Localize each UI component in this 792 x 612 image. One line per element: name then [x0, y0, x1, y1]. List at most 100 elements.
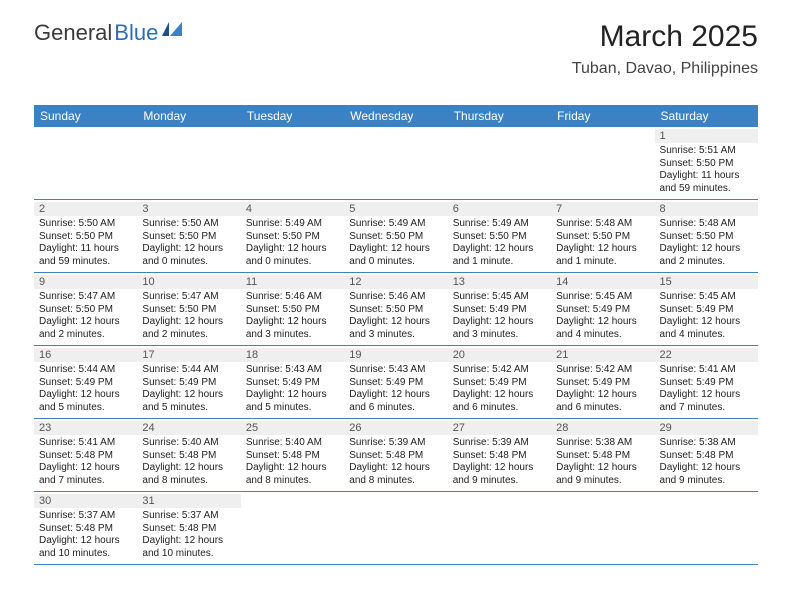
- calendar-cell: 3 Sunrise: 5:50 AMSunset: 5:50 PMDaylight…: [137, 200, 240, 272]
- day-info: Sunrise: 5:51 AMSunset: 5:50 PMDaylight:…: [660, 145, 753, 195]
- calendar-cell: 8Sunrise: 5:48 AMSunset: 5:50 PMDaylight…: [655, 200, 758, 272]
- calendar-cell: 25Sunrise: 5:40 AMSunset: 5:48 PMDayligh…: [241, 419, 344, 491]
- calendar-cell: 5 Sunrise: 5:49 AMSunset: 5:50 PMDaylight…: [344, 200, 447, 272]
- logo-text-blue: Blue: [114, 20, 158, 46]
- day-info: Sunrise: 5:37 AMSunset: 5:48 PMDaylight:…: [39, 510, 132, 560]
- calendar-cell: 15 Sunrise: 5:45 AMSunset: 5:49 PMDayligh…: [655, 273, 758, 345]
- day-info: Sunrise: 5:41 AMSunset: 5:49 PMDaylight:…: [660, 364, 753, 414]
- calendar-cell: 10 Sunrise: 5:47 AMSunset: 5:50 PMDayligh…: [137, 273, 240, 345]
- calendar-cell: 26Sunrise: 5:39 AMSunset: 5:48 PMDayligh…: [344, 419, 447, 491]
- day-number: 7: [551, 202, 654, 216]
- calendar-cell: [448, 492, 551, 564]
- weekday-header: Thursday: [448, 105, 551, 127]
- calendar-week: 2 Sunrise: 5:50 AMSunset: 5:50 PMDaylight…: [34, 200, 758, 273]
- calendar-week: 23Sunrise: 5:41 AMSunset: 5:48 PMDayligh…: [34, 419, 758, 492]
- day-info: Sunrise: 5:47 AMSunset: 5:50 PMDaylight:…: [39, 291, 132, 341]
- calendar-cell: 9 Sunrise: 5:47 AMSunset: 5:50 PMDaylight…: [34, 273, 137, 345]
- calendar-cell: 18Sunrise: 5:43 AMSunset: 5:49 PMDayligh…: [241, 346, 344, 418]
- calendar-cell: [551, 127, 654, 199]
- day-info: Sunrise: 5:49 AMSunset: 5:50 PMDaylight:…: [246, 218, 339, 268]
- day-info: Sunrise: 5:50 AMSunset: 5:50 PMDaylight:…: [39, 218, 132, 268]
- header: GeneralBlue March 2025 Tuban, Davao, Phi…: [34, 20, 758, 78]
- calendar-week: 9 Sunrise: 5:47 AMSunset: 5:50 PMDaylight…: [34, 273, 758, 346]
- calendar-cell: 23Sunrise: 5:41 AMSunset: 5:48 PMDayligh…: [34, 419, 137, 491]
- calendar-cell: 11 Sunrise: 5:46 AMSunset: 5:50 PMDayligh…: [241, 273, 344, 345]
- day-info: Sunrise: 5:49 AMSunset: 5:50 PMDaylight:…: [453, 218, 546, 268]
- calendar-cell: [344, 127, 447, 199]
- day-number: 20: [448, 348, 551, 362]
- calendar-cell: 27Sunrise: 5:39 AMSunset: 5:48 PMDayligh…: [448, 419, 551, 491]
- day-number: 6: [448, 202, 551, 216]
- calendar-cell: 21 Sunrise: 5:42 AMSunset: 5:49 PMDayligh…: [551, 346, 654, 418]
- calendar-cell: [448, 127, 551, 199]
- day-number: 21: [551, 348, 654, 362]
- day-number: 17: [137, 348, 240, 362]
- calendar-cell: 7Sunrise: 5:48 AMSunset: 5:50 PMDaylight…: [551, 200, 654, 272]
- calendar: SundayMondayTuesdayWednesdayThursdayFrid…: [34, 105, 758, 565]
- calendar-week: 30Sunrise: 5:37 AMSunset: 5:48 PMDayligh…: [34, 492, 758, 565]
- calendar-cell: 12Sunrise: 5:46 AMSunset: 5:50 PMDayligh…: [344, 273, 447, 345]
- location: Tuban, Davao, Philippines: [572, 60, 758, 78]
- title-block: March 2025 Tuban, Davao, Philippines: [572, 20, 758, 78]
- calendar-cell: 28Sunrise: 5:38 AMSunset: 5:48 PMDayligh…: [551, 419, 654, 491]
- day-number: 11: [241, 275, 344, 289]
- day-info: Sunrise: 5:40 AMSunset: 5:48 PMDaylight:…: [142, 437, 235, 487]
- weekday-header: Wednesday: [344, 105, 447, 127]
- month-title: March 2025: [572, 20, 758, 54]
- day-number: 24: [137, 421, 240, 435]
- calendar-cell: 13Sunrise: 5:45 AMSunset: 5:49 PMDayligh…: [448, 273, 551, 345]
- calendar-cell: 22 Sunrise: 5:41 AMSunset: 5:49 PMDayligh…: [655, 346, 758, 418]
- calendar-cell: 29Sunrise: 5:38 AMSunset: 5:48 PMDayligh…: [655, 419, 758, 491]
- day-number: 2: [34, 202, 137, 216]
- calendar-cell: [241, 127, 344, 199]
- day-number: 22: [655, 348, 758, 362]
- calendar-cell: 16Sunrise: 5:44 AMSunset: 5:49 PMDayligh…: [34, 346, 137, 418]
- day-number: 18: [241, 348, 344, 362]
- day-info: Sunrise: 5:43 AMSunset: 5:49 PMDaylight:…: [349, 364, 442, 414]
- calendar-cell: 2 Sunrise: 5:50 AMSunset: 5:50 PMDaylight…: [34, 200, 137, 272]
- day-info: Sunrise: 5:44 AMSunset: 5:49 PMDaylight:…: [142, 364, 235, 414]
- day-number: 1: [655, 129, 758, 143]
- day-number: 15: [655, 275, 758, 289]
- day-info: Sunrise: 5:46 AMSunset: 5:50 PMDaylight:…: [349, 291, 442, 341]
- day-info: Sunrise: 5:50 AMSunset: 5:50 PMDaylight:…: [142, 218, 235, 268]
- calendar-cell: 24 Sunrise: 5:40 AMSunset: 5:48 PMDayligh…: [137, 419, 240, 491]
- day-info: Sunrise: 5:42 AMSunset: 5:49 PMDaylight:…: [453, 364, 546, 414]
- day-info: Sunrise: 5:40 AMSunset: 5:48 PMDaylight:…: [246, 437, 339, 487]
- flag-icon: [162, 20, 188, 46]
- calendar-grid: 1 Sunrise: 5:51 AMSunset: 5:50 PMDaylight…: [34, 127, 758, 565]
- calendar-cell: 19 Sunrise: 5:43 AMSunset: 5:49 PMDayligh…: [344, 346, 447, 418]
- day-number: 5: [344, 202, 447, 216]
- calendar-cell: [655, 492, 758, 564]
- weekday-header: Friday: [551, 105, 654, 127]
- day-info: Sunrise: 5:45 AMSunset: 5:49 PMDaylight:…: [556, 291, 649, 341]
- calendar-cell: [344, 492, 447, 564]
- weekday-header: Monday: [137, 105, 240, 127]
- calendar-cell: 20 Sunrise: 5:42 AMSunset: 5:49 PMDayligh…: [448, 346, 551, 418]
- day-number: 3: [137, 202, 240, 216]
- day-info: Sunrise: 5:45 AMSunset: 5:49 PMDaylight:…: [660, 291, 753, 341]
- calendar-cell: 30Sunrise: 5:37 AMSunset: 5:48 PMDayligh…: [34, 492, 137, 564]
- day-info: Sunrise: 5:49 AMSunset: 5:50 PMDaylight:…: [349, 218, 442, 268]
- day-number: 9: [34, 275, 137, 289]
- day-number: 26: [344, 421, 447, 435]
- day-info: Sunrise: 5:47 AMSunset: 5:50 PMDaylight:…: [142, 291, 235, 341]
- calendar-cell: [137, 127, 240, 199]
- day-info: Sunrise: 5:37 AMSunset: 5:48 PMDaylight:…: [142, 510, 235, 560]
- calendar-week: 1 Sunrise: 5:51 AMSunset: 5:50 PMDaylight…: [34, 127, 758, 200]
- day-info: Sunrise: 5:42 AMSunset: 5:49 PMDaylight:…: [556, 364, 649, 414]
- day-number: 10: [137, 275, 240, 289]
- day-number: 16: [34, 348, 137, 362]
- day-number: 23: [34, 421, 137, 435]
- day-number: 19: [344, 348, 447, 362]
- calendar-week: 16 Sunrise: 5:44 AMSunset: 5:49 PMDayligh…: [34, 346, 758, 419]
- day-number: 4: [241, 202, 344, 216]
- day-info: Sunrise: 5:46 AMSunset: 5:50 PMDaylight:…: [246, 291, 339, 341]
- calendar-cell: [551, 492, 654, 564]
- weekday-header-row: SundayMondayTuesdayWednesdayThursdayFrid…: [34, 105, 758, 127]
- day-info: Sunrise: 5:39 AMSunset: 5:48 PMDaylight:…: [453, 437, 546, 487]
- calendar-cell: 17 Sunrise: 5:44 AMSunset: 5:49 PMDayligh…: [137, 346, 240, 418]
- day-number: 31: [137, 494, 240, 508]
- weekday-header: Sunday: [34, 105, 137, 127]
- day-number: 29: [655, 421, 758, 435]
